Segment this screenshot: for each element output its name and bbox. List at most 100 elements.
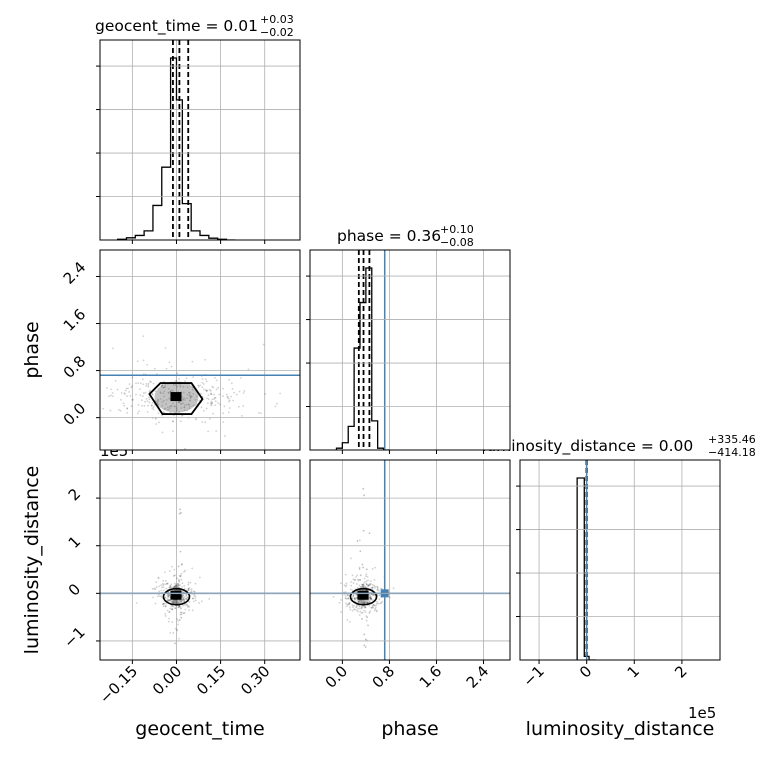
panel-2-1-sample-point [366, 575, 369, 578]
panel-1-0-sample-point [205, 380, 208, 383]
panel-2-1-sample-point [357, 600, 360, 603]
panel-2-1-sample-point [376, 600, 379, 603]
panel-1-0-sample-point [230, 382, 233, 385]
panel-1-0-sample-point [188, 405, 191, 408]
panel-2-0-sample-point [183, 598, 186, 601]
panel-2-1-sample-point [367, 579, 369, 582]
panel-1-0-sample-point [119, 409, 122, 412]
panel-2-1-sample-point [343, 584, 346, 587]
panel-1-0-sample-point [160, 385, 163, 388]
panel-2-0-sample-point [164, 605, 167, 608]
panel-1-0-sample-point [177, 401, 180, 404]
panel-2-1-sample-point [352, 594, 355, 597]
panel-1-0-sample-point [205, 390, 208, 392]
panel-2-1-sample-point [361, 585, 364, 588]
panel-2-1-sample-point [351, 606, 354, 609]
panel-2-1-sample-point [371, 586, 373, 589]
panel-1-0-sample-point [191, 360, 194, 363]
panel-2-0-sample-point [187, 589, 190, 592]
panel-1-0-sample-point [157, 399, 160, 402]
panel-2-1-sample-point [369, 597, 372, 600]
panel-0-0-bg [100, 40, 300, 240]
panel-1-0-sample-point [150, 381, 152, 383]
panel-2-1-sample-point [355, 583, 358, 585]
panel-2-0-sample-point [187, 605, 190, 607]
panel-2-0-sample-point [169, 632, 172, 634]
xtick-label-luminosity_distance-2: 1 [624, 662, 643, 681]
panel-1-0-sample-point [233, 391, 236, 394]
panel-2-1-sample-point [362, 602, 365, 604]
panel-2-0-sample-outlier [179, 508, 181, 511]
panel-1-0-sample-point [156, 401, 159, 404]
panel-2-0-sample-point [162, 584, 165, 586]
panel-1-0-sample-point [123, 392, 126, 394]
panel-1-0-sample-point [161, 383, 164, 386]
panel-2-0-sample-point [190, 590, 193, 592]
panel-2-0-sample-point [167, 617, 170, 620]
panel-2-1-sample-point [363, 605, 366, 608]
panel-2-0-sample-point [169, 584, 172, 587]
panel-1-0-sample-point [189, 397, 192, 400]
panel-2-1-sample-point [361, 583, 364, 586]
panel-2-0-sample-point [171, 608, 174, 611]
panel-1-0-sample-point [119, 398, 122, 401]
panel-2-1-sample-outlier [367, 584, 370, 587]
panel-1-0-sample-point [167, 392, 170, 395]
panel-2-0-sample-point [198, 602, 200, 605]
title-phase: phase = 0.36 [337, 227, 441, 245]
panel-2-0-sample-point [176, 589, 179, 592]
panel-2-1-sample-point [376, 589, 379, 591]
panel-2-0-sample-point [183, 600, 186, 602]
panel-1-0-sample-point [172, 402, 174, 405]
panel-2-0-sample-point [193, 594, 195, 597]
panel-1-0-sample-point [213, 393, 216, 396]
panel-2-0-sample-point [164, 615, 167, 617]
panel-2-1-sample-point [361, 601, 364, 604]
ytick-label-phase-1: 0.8 [60, 352, 90, 382]
panel-2-0-sample-point [175, 602, 178, 605]
panel-0-0-histogram [116, 57, 236, 240]
panel-2-0-sample-point [170, 605, 173, 608]
panel-2-0-sample-point [162, 605, 165, 608]
panel-2-1-sample-point [351, 597, 354, 600]
panel-2-0-sample-point [187, 587, 190, 590]
panel-1-0-sample-point [130, 405, 133, 408]
panel-1-0-sample-point [125, 395, 128, 397]
xtick-label-phase-2: 1.6 [416, 662, 446, 692]
panel-1-0-sample-point [189, 399, 192, 402]
panel-2-1-sample-point [377, 602, 380, 605]
panel-1-0-sample-point [126, 407, 129, 410]
panel-1-0-sample-point [238, 390, 241, 393]
panel-1-0-sample-point [215, 379, 218, 382]
title-geocent-time-sup: +0.03 [260, 13, 294, 26]
panel-1-0-sample-point [125, 387, 128, 390]
panel-2-1-sample-point [363, 602, 366, 605]
panel-1-0-sample-point [170, 365, 173, 368]
panel-2-0-sample-point [180, 578, 183, 581]
panel-1-0-sample-point [182, 402, 184, 404]
panel-1-0-sample-point [192, 376, 195, 378]
panel-2-0-sample-point [160, 595, 163, 598]
panel-2-2: −1 0 1 2 [516, 459, 721, 690]
panel-2-0-sample-point [168, 599, 171, 602]
panel-2-0-sample-outlier [172, 575, 175, 577]
panel-1-0-sample-point [147, 385, 150, 388]
panel-2-0-sample-point [171, 608, 173, 611]
panel-2-0-sample-point [158, 585, 160, 588]
panel-1-0-sample-point [243, 390, 246, 392]
panel-1-0-sample-point [169, 390, 172, 393]
panel-2-1-sample-outlier [361, 563, 364, 566]
title-geocent-time-main: geocent_time = 0.01 [95, 17, 258, 36]
panel-2-1-sample-point [372, 603, 375, 606]
panel-2-0-sample-point [172, 601, 174, 604]
panel-1-0-sample-point [143, 404, 146, 407]
panel-2-0-sample-point [168, 600, 170, 602]
panel-1-0-sample-point [135, 382, 137, 385]
panel-2-1-sample-point [366, 602, 369, 604]
panel-1-0-frame [99, 249, 301, 451]
panel-1-0-sample-point [146, 411, 149, 413]
panel-2-0-sample-point [177, 584, 180, 587]
panel-1-0-sample-point [150, 404, 153, 407]
panel-1-0-sample-point [172, 420, 175, 423]
panel-2-0-sample-point [198, 576, 201, 579]
